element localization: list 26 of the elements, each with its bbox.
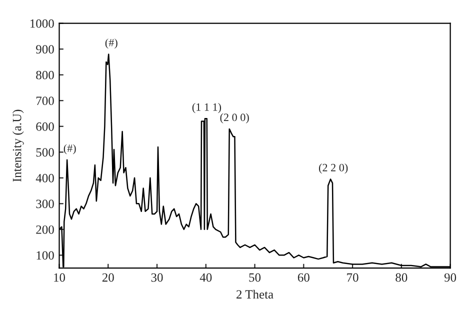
x-tick-label: 40 <box>200 273 212 282</box>
x-tick-label: 10 <box>54 273 66 282</box>
y-tick-label: 500 <box>36 148 54 157</box>
y-tick-label: 300 <box>36 200 54 208</box>
y-tick-label: 400 <box>36 174 54 182</box>
x-tick-label: 30 <box>151 273 163 282</box>
x-tick-label: 70 <box>347 273 358 282</box>
y-tick-label: 800 <box>36 70 54 80</box>
x-axis-title: 2 Theta <box>236 290 274 299</box>
x-tick-label: 90 <box>444 273 456 282</box>
annotation: (2 2 0) <box>318 164 348 174</box>
y-tick-label: 700 <box>36 96 54 106</box>
annotation: (#) <box>64 144 76 154</box>
y-axis-title: Intensity (a.U) <box>12 110 24 182</box>
x-tick-label: 60 <box>298 273 310 282</box>
y-tick-label: 1000 <box>30 19 54 28</box>
x-tick-label: 80 <box>396 273 408 282</box>
annotation: (2 0 0) <box>220 113 249 124</box>
annotation: (#) <box>105 38 118 49</box>
annotation: (1 1 1) <box>192 103 222 114</box>
y-tick-label: 600 <box>36 122 54 131</box>
y-tick-label: 200 <box>36 225 54 234</box>
y-tick-label: 900 <box>36 45 54 54</box>
y-tick-label: 100 <box>36 251 54 260</box>
x-tick-label: 20 <box>102 273 114 282</box>
x-tick-label: 50 <box>249 273 261 282</box>
